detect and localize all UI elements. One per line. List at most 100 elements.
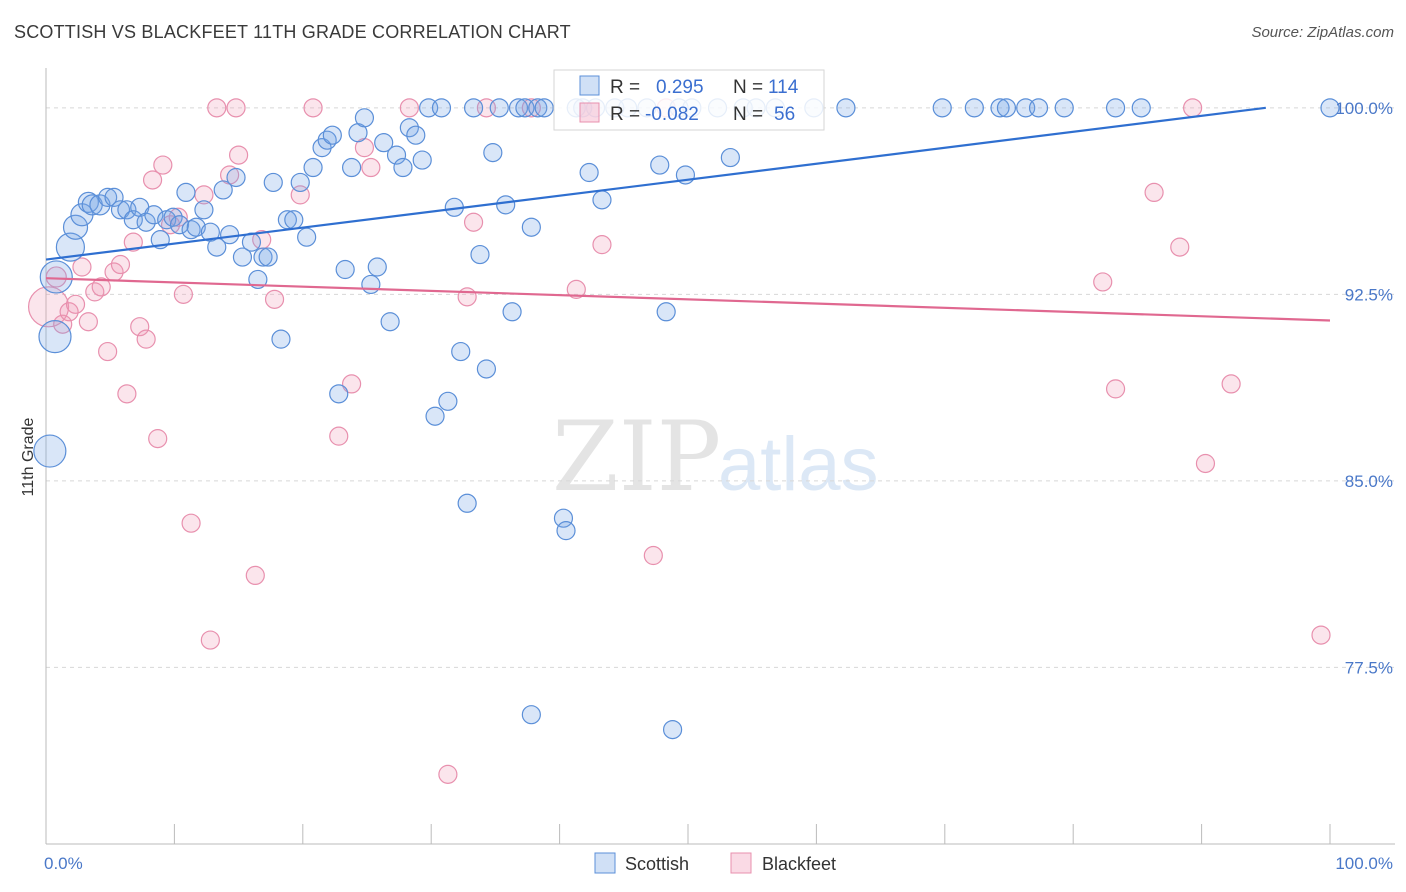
- scottish-point-10: [104, 187, 124, 207]
- source-credit: Source: ZipAtlas.com: [1251, 24, 1394, 41]
- blackfeet-point-15: [136, 329, 156, 349]
- watermark-zip: ZIP: [552, 401, 721, 513]
- legend-r-value-blackfeet: -0.082: [645, 104, 699, 125]
- blackfeet-point-13: [123, 232, 143, 252]
- chart-title: SCOTTISH VS BLACKFEET 11TH GRADE CORRELA…: [14, 22, 571, 42]
- blackfeet-point-2: [53, 314, 73, 334]
- x-tick-label-1: 100.0%: [1335, 854, 1393, 873]
- y-tick-label-1: 85.0%: [1345, 472, 1393, 491]
- scottish-point-90: [662, 719, 683, 740]
- blackfeet-trend-line: [45, 277, 1331, 322]
- series-legend-swatch-scottish: [594, 852, 616, 874]
- blackfeet-point-45: [592, 235, 612, 255]
- blackfeet-point-3: [59, 302, 79, 322]
- scottish-point-28: [220, 225, 240, 245]
- legend-n-value-scottish: 114: [768, 77, 799, 98]
- watermark-atlas: atlas: [718, 422, 879, 507]
- scottish-point-100: [836, 98, 856, 118]
- blackfeet-point-52: [1183, 98, 1203, 118]
- blackfeet-point-21: [173, 284, 193, 304]
- scottish-point-35: [263, 172, 283, 193]
- scottish-point-3: [55, 232, 85, 262]
- correlation-legend: R = 0.295 N = 114 R = -0.082 N = 56: [553, 69, 825, 131]
- scottish-point-55: [393, 157, 413, 178]
- scottish-point-104: [996, 98, 1017, 118]
- blackfeet-point-35: [341, 374, 362, 394]
- blackfeet-point-28: [229, 145, 249, 165]
- blackfeet-point-9: [98, 341, 118, 362]
- blackfeet-point-40: [457, 287, 477, 307]
- scottish-point-54: [386, 145, 407, 165]
- scottish-point-24: [194, 200, 214, 220]
- blackfeet-point-4: [65, 294, 86, 314]
- scottish-point-53: [380, 312, 400, 332]
- blackfeet-point-24: [200, 630, 220, 650]
- scottish-point-70: [489, 98, 509, 118]
- blackfeet-point-48: [1093, 272, 1113, 292]
- scottish-point-20: [169, 215, 190, 235]
- legend-r-label-scottish: R =: [610, 77, 640, 98]
- scottish-point-82: [579, 162, 599, 183]
- blackfeet-point-6: [78, 312, 98, 332]
- scottish-point-65: [457, 493, 477, 513]
- trend-lines: [45, 106, 1331, 322]
- scottish-point-69: [483, 143, 503, 163]
- scottish-point-33: [253, 247, 273, 267]
- scottish-point-95: [720, 147, 740, 168]
- blackfeet-point-53: [1195, 453, 1216, 474]
- scottish-point-67: [470, 244, 490, 265]
- scottish-point-9: [98, 187, 118, 207]
- scottish-point-44: [322, 125, 342, 145]
- scottish-point-111: [521, 705, 541, 725]
- blackfeet-point-5: [72, 257, 92, 277]
- scottish-point-15: [136, 212, 156, 232]
- scottish-point-78: [553, 508, 574, 528]
- scottish-point-62: [438, 391, 458, 411]
- scottish-point-2: [38, 320, 72, 354]
- scottish-point-51: [367, 257, 387, 277]
- scottish-point-19: [163, 207, 183, 227]
- blackfeet-point-11: [110, 254, 131, 275]
- scottish-point-49: [354, 108, 375, 128]
- y-tick-label-2: 92.5%: [1345, 285, 1393, 304]
- scottish-point-76: [528, 98, 548, 118]
- scottish-point-66: [463, 98, 484, 118]
- blackfeet-point-55: [1311, 625, 1331, 645]
- scottish-point-1: [39, 260, 73, 294]
- blackfeet-point-20: [168, 207, 188, 227]
- scottish-point-29: [226, 167, 246, 188]
- scottish-point-30: [232, 247, 253, 267]
- scottish-point-88: [650, 155, 670, 175]
- scottish-point-84: [592, 190, 612, 210]
- scottish-point-75: [521, 217, 541, 237]
- scottish-point-60: [425, 406, 445, 426]
- legend-n-label-blackfeet: N =: [733, 104, 763, 125]
- blackfeet-point-46: [643, 545, 663, 566]
- y-tick-label-0: 77.5%: [1345, 658, 1393, 677]
- blackfeet-point-17: [148, 429, 168, 449]
- blackfeet-point-18: [153, 155, 173, 175]
- y-tick-labels: 77.5% 85.0% 92.5% 100.0%: [1335, 99, 1393, 678]
- blackfeet-point-25: [207, 98, 227, 118]
- blackfeet-point-44: [566, 279, 586, 299]
- scottish-point-109: [1131, 98, 1151, 118]
- scottish-point-89: [656, 302, 676, 322]
- series-legend-label-blackfeet: Blackfeet: [762, 854, 836, 874]
- blackfeet-point-29: [245, 565, 265, 586]
- blackfeet-point-7: [85, 282, 105, 302]
- scottish-point-41: [303, 157, 323, 178]
- scottish-point-52: [374, 133, 394, 153]
- scottish-point-72: [502, 302, 522, 322]
- scottish-point-38: [284, 210, 304, 230]
- legend-r-label-blackfeet: R =: [610, 104, 640, 125]
- scottish-point-39: [290, 172, 310, 193]
- scottish-point-57: [406, 125, 426, 145]
- blackfeet-point-33: [303, 98, 323, 118]
- blackfeet-point-31: [264, 289, 285, 309]
- blackfeet-point-8: [91, 277, 111, 297]
- scottish-point-16: [144, 205, 164, 225]
- scottish-point-101: [932, 98, 952, 118]
- scottish-point-47: [341, 157, 362, 178]
- series-legend-label-scottish: Scottish: [625, 854, 689, 874]
